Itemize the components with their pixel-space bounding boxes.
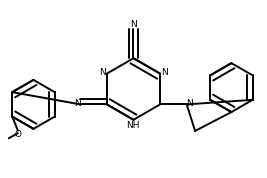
- Text: N: N: [130, 20, 137, 29]
- Text: N: N: [186, 100, 193, 108]
- Text: N: N: [99, 68, 106, 77]
- Text: N: N: [74, 100, 81, 108]
- Text: N: N: [161, 68, 167, 77]
- Text: NH: NH: [126, 121, 140, 130]
- Text: O: O: [15, 130, 22, 139]
